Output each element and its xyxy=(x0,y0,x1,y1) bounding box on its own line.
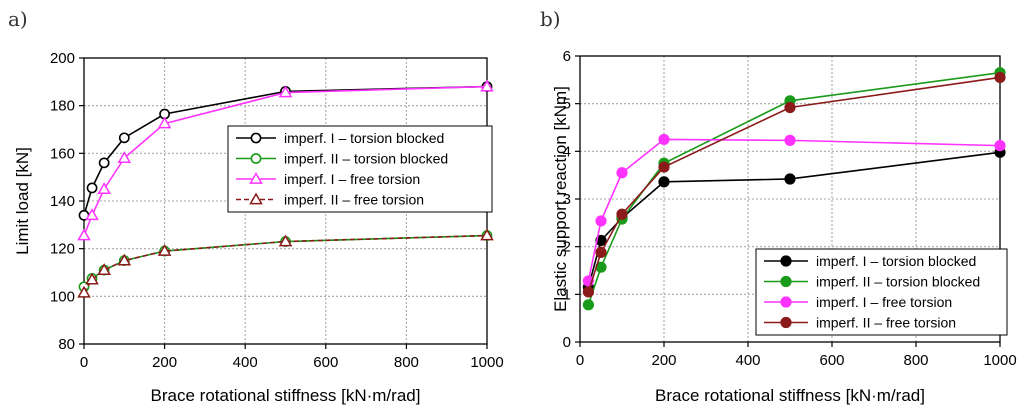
legend-marker-b-3 xyxy=(780,316,792,329)
panel-letter-a: a) xyxy=(8,7,28,31)
legend-label-a-0: imperf. I – torsion blocked xyxy=(284,130,444,146)
legend-label-a-3: imperf. II – free torsion xyxy=(284,192,424,208)
y-tick-label-a-1: 100 xyxy=(50,288,75,305)
chart-panel-b: 0 200 400 600 800 1000 0 1 2 3 4 5 6 Brace rotational… xyxy=(540,7,1017,405)
data-point-b-0-3 xyxy=(658,176,670,188)
data-point-a-3-3 xyxy=(117,253,132,266)
y-axis-label-a: Limit load [kN] xyxy=(13,147,32,255)
x-tick-label-a-2: 400 xyxy=(233,354,258,371)
data-point-a-2-2 xyxy=(97,182,111,194)
data-point-a-3-0 xyxy=(77,285,91,298)
series-line-b-2 xyxy=(587,138,1001,282)
y-tick-label-a-6: 200 xyxy=(50,50,75,67)
data-point-b-1-0 xyxy=(582,299,595,311)
legend-marker-b-0 xyxy=(780,255,792,267)
y-tick-label-b-0: 0 xyxy=(563,334,571,351)
data-point-a-2-5 xyxy=(278,85,293,98)
y-tick-label-b-1: 1 xyxy=(563,286,571,303)
data-point-a-3-6 xyxy=(480,228,494,241)
x-tick-label-b-2: 400 xyxy=(735,352,760,369)
x-tick-label-a-3: 600 xyxy=(313,354,338,371)
data-point-a-2-6 xyxy=(480,79,494,92)
data-point-b-2-3 xyxy=(658,133,670,146)
data-point-a-2-0 xyxy=(77,228,91,241)
data-point-a-0-3 xyxy=(118,132,130,144)
data-point-b-2-1 xyxy=(595,215,607,227)
legend-box-b xyxy=(755,248,1008,336)
data-point-b-3-4 xyxy=(784,101,796,114)
y-tick-label-b-3: 3 xyxy=(563,191,571,208)
legend-marker-a-1 xyxy=(250,153,262,164)
legend-label-b-2: imperf. I – free torsion xyxy=(816,294,952,310)
legend-label-b-0: imperf. I – torsion blocked xyxy=(816,253,976,269)
x-tick-label-b-1: 200 xyxy=(651,352,676,369)
x-tick-label-a-5: 1000 xyxy=(470,354,503,371)
data-point-a-2-3 xyxy=(117,151,132,163)
y-tick-label-b-5: 5 xyxy=(563,96,571,113)
data-point-b-3-2 xyxy=(616,208,628,220)
legend-marker-b-1 xyxy=(780,275,792,288)
legend-label-a-1: imperf. II – torsion blocked xyxy=(284,151,448,167)
data-point-a-3-5 xyxy=(278,234,293,247)
data-point-b-3-0 xyxy=(582,286,595,298)
y-axis-label-b: Elastic support reaction [kNm] xyxy=(551,86,570,312)
y-tick-label-a-0: 80 xyxy=(58,336,75,353)
data-point-b-2-5 xyxy=(994,140,1006,152)
data-point-a-3-1 xyxy=(85,272,99,285)
data-point-b-3-5 xyxy=(994,71,1006,84)
data-point-b-0-4 xyxy=(784,173,796,185)
legend-label-a-2: imperf. I – free torsion xyxy=(284,171,420,187)
legend-marker-a-3 xyxy=(249,192,263,205)
y-tick-label-b-4: 4 xyxy=(563,143,571,160)
legend-label-b-3: imperf. II – free torsion xyxy=(816,315,956,331)
data-point-b-3-1 xyxy=(595,246,607,258)
series-line-b-3 xyxy=(587,76,1001,293)
data-point-b-2-2 xyxy=(616,167,628,179)
y-tick-label-b-2: 2 xyxy=(563,239,571,256)
x-tick-label-b-3: 600 xyxy=(819,352,844,369)
y-tick-label-a-5: 180 xyxy=(50,98,75,115)
legend-marker-a-0 xyxy=(250,132,262,144)
y-tick-label-a-4: 160 xyxy=(50,145,75,162)
y-tick-label-a-2: 120 xyxy=(50,241,75,258)
x-tick-label-b-5: 1000 xyxy=(983,352,1016,369)
data-point-b-3-3 xyxy=(658,161,670,173)
data-point-a-3-2 xyxy=(97,263,111,275)
legend-marker-a-2 xyxy=(249,171,263,184)
y-tick-label-b-6: 6 xyxy=(563,48,571,65)
legend-box-a xyxy=(227,125,493,213)
data-point-a-2-1 xyxy=(85,208,99,221)
x-tick-label-a-0: 0 xyxy=(80,354,88,371)
x-tick-label-a-1: 200 xyxy=(152,354,177,371)
chart-panel-a: 0 200 400 600 800 1000 80 100 120 140 160 180 200 Bra… xyxy=(8,7,504,405)
legend-label-b-1: imperf. II – torsion blocked xyxy=(816,274,980,290)
x-tick-label-b-0: 0 xyxy=(576,352,584,369)
x-tick-label-a-4: 800 xyxy=(394,354,419,371)
data-point-a-2-4 xyxy=(157,116,172,129)
x-axis-label-a: Brace rotational stiffness [kN·m/rad] xyxy=(151,386,421,405)
panel-letter-b: b) xyxy=(540,7,561,31)
legend-marker-b-2 xyxy=(780,296,792,308)
x-axis-label-b: Brace rotational stiffness [kN·m/rad] xyxy=(655,386,925,405)
x-tick-label-b-4: 800 xyxy=(903,352,928,369)
data-point-a-0-2 xyxy=(98,157,110,169)
data-point-a-0-1 xyxy=(86,182,98,194)
data-point-a-3-4 xyxy=(157,244,172,256)
y-tick-label-a-3: 140 xyxy=(50,193,75,210)
data-point-b-2-4 xyxy=(784,134,796,146)
